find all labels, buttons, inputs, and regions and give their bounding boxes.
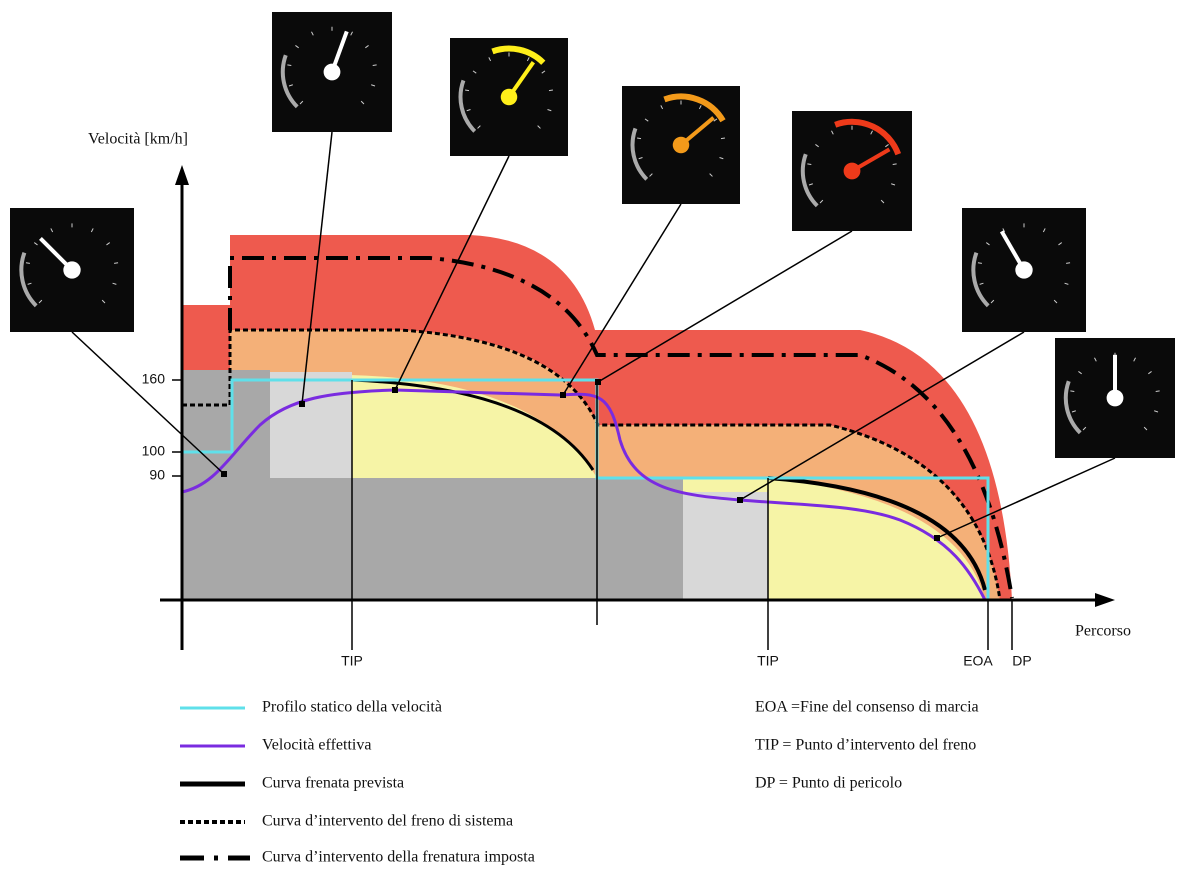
definition: TIP = Punto d’intervento del freno <box>755 737 976 754</box>
dial-hub <box>673 137 690 154</box>
legend-item: Velocità effettiva <box>262 737 371 754</box>
legend: Profilo statico della velocità Velocità … <box>180 699 535 866</box>
dial-tick <box>1156 391 1160 392</box>
leader-point <box>392 387 398 393</box>
grey-zone <box>270 478 683 600</box>
dial-tick <box>287 65 291 66</box>
leader-point <box>934 535 940 541</box>
legend-item: Curva frenata prevista <box>262 775 404 792</box>
x-marker: TIP <box>341 653 363 669</box>
x-marker: EOA <box>963 653 993 669</box>
y-axis-label: Velocità [km/h] <box>88 131 188 148</box>
y-tick: 100 <box>142 443 166 459</box>
dial-tick <box>721 138 725 139</box>
dial-tick <box>114 263 118 264</box>
dial-tick <box>26 263 30 264</box>
y-tick: 90 <box>149 467 165 483</box>
leader-point <box>221 471 227 477</box>
leader-point <box>737 497 743 503</box>
x-marker: TIP <box>757 653 779 669</box>
light-grey-zone <box>683 492 768 600</box>
dial-tick <box>373 65 377 66</box>
dial-tick <box>1070 391 1074 392</box>
leader-point <box>560 392 566 398</box>
legend-item: Curva d’intervento del freno di sistema <box>262 813 513 830</box>
dial-tick <box>1066 263 1070 264</box>
dial-tick <box>807 164 811 165</box>
legend-item: Curva d’intervento della frenatura impos… <box>262 849 535 866</box>
dial-tick <box>637 138 641 139</box>
dial-hub <box>324 64 341 81</box>
leader-point <box>299 401 305 407</box>
y-tick: 160 <box>142 371 166 387</box>
leader-point <box>595 379 601 385</box>
dial-hub <box>844 163 861 180</box>
dial-hub <box>63 261 80 278</box>
dial-tick <box>893 164 897 165</box>
definition: EOA =Fine del consenso di marcia <box>755 699 979 716</box>
diagram: Velocità [km/h] Percorso 160 100 90 TIP … <box>0 0 1186 869</box>
dial-tick <box>465 90 469 91</box>
definition: DP = Punto di pericolo <box>755 775 902 792</box>
dial-tick <box>978 263 982 264</box>
dial-hub <box>501 89 518 106</box>
dial-hub <box>1107 390 1124 407</box>
legend-item: Profilo statico della velocità <box>262 699 442 716</box>
x-axis-label: Percorso <box>1075 623 1131 640</box>
dial-tick <box>549 90 553 91</box>
x-marker: DP <box>1012 653 1031 669</box>
dial-hub <box>1015 261 1032 278</box>
